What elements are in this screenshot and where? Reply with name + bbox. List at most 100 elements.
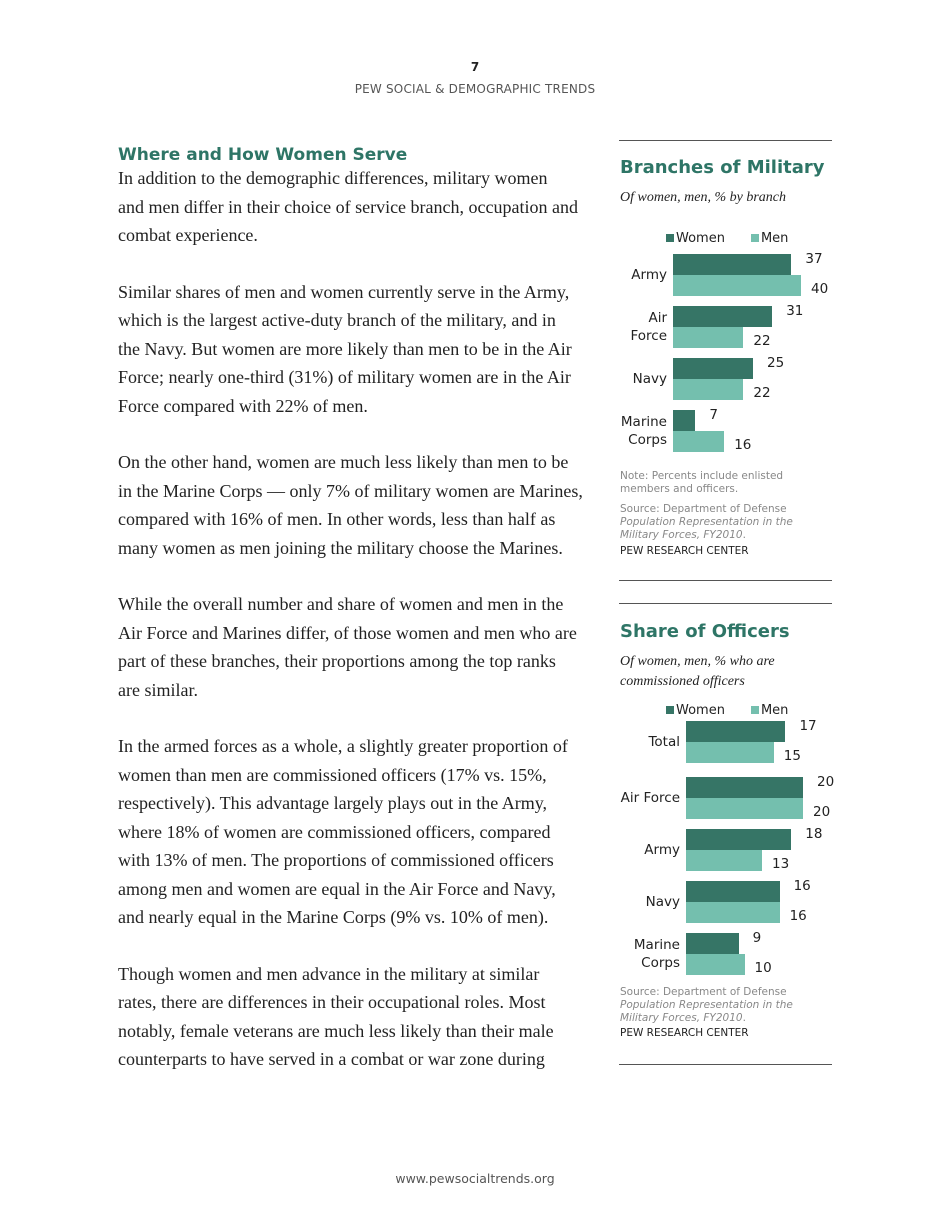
category-label: Air Force xyxy=(563,309,667,345)
category-label-line: Navy xyxy=(632,371,667,387)
text-line: part of these branches, their proportion… xyxy=(118,651,556,671)
chart2-source: Source: Department of Defense Population … xyxy=(620,986,793,1024)
bar-women xyxy=(686,721,786,742)
legend-label: Women xyxy=(676,231,725,246)
text-line: In the armed forces as a whole, a slight… xyxy=(118,736,568,756)
text-line: compared with 16% of men. In other words… xyxy=(118,509,556,529)
chart-legend: Women Men xyxy=(666,703,788,718)
page-number: 7 xyxy=(470,60,480,74)
chart1-source: Source: Department of Defense Population … xyxy=(620,503,793,541)
category-label-line: Navy xyxy=(645,893,680,910)
text-line: Similar shares of men and women currentl… xyxy=(118,281,570,302)
text-line: While the overall number and share of wo… xyxy=(118,594,564,614)
text-line: Though women and men advance in the mili… xyxy=(118,963,540,984)
category-label: Marine Corps xyxy=(576,936,680,972)
divider xyxy=(619,603,832,604)
paragraph: Similar shares of men and women currentl… xyxy=(118,278,598,421)
data-label: 17 xyxy=(799,718,817,734)
chart1-subtitle: Of women, men, % by branch xyxy=(620,190,787,205)
bar-men xyxy=(673,275,801,296)
chart2-credit: PEW RESEARCH CENTER xyxy=(620,1027,749,1039)
data-label: 31 xyxy=(786,303,804,319)
chart2-title: Share of Officers xyxy=(620,621,790,642)
data-label: 7 xyxy=(709,407,718,423)
category-label: Navy xyxy=(563,370,667,388)
bar-women xyxy=(673,358,753,379)
text-line: which is the largest active-duty branch … xyxy=(118,310,556,330)
data-label: 40 xyxy=(811,281,829,297)
bar-women xyxy=(686,880,780,902)
data-label: 18 xyxy=(805,826,823,842)
data-label: 22 xyxy=(753,385,771,401)
legend-swatch xyxy=(666,706,674,714)
bar-men xyxy=(673,431,725,452)
text-line: the Navy. But women are more likely than… xyxy=(118,338,572,359)
category-label-line: Force xyxy=(630,328,667,344)
text-line: and men differ in their choice of servic… xyxy=(118,196,578,217)
bar-women xyxy=(686,777,803,798)
text-line: among men and women are equal in the Air… xyxy=(118,878,556,899)
legend-swatch xyxy=(666,234,674,242)
bar-women xyxy=(686,829,792,850)
data-label: 16 xyxy=(793,877,811,894)
category-label-line: Air Force xyxy=(620,790,680,806)
data-label: 15 xyxy=(783,748,801,764)
paragraph: While the overall number and share of wo… xyxy=(118,590,598,704)
legend-swatch xyxy=(750,706,759,714)
chart-legend: Women Men xyxy=(666,231,788,246)
bar-women xyxy=(673,306,773,327)
category-label: Army xyxy=(576,841,680,859)
category-label: Marine Corps xyxy=(563,413,667,449)
text-line: women than men are commissioned officers… xyxy=(118,764,547,785)
bar-women xyxy=(673,410,696,431)
bar-women xyxy=(673,254,792,275)
legend-label: Women xyxy=(676,703,725,718)
body-text: In addition to the demographic differenc… xyxy=(118,164,598,1102)
bar-men xyxy=(686,954,745,975)
divider xyxy=(619,140,832,141)
source-title: Population Representation in the Militar… xyxy=(620,516,793,541)
legend-label: Men xyxy=(760,703,789,718)
divider xyxy=(619,1064,832,1065)
legend-item: Women xyxy=(666,231,725,246)
source-prefix: Source: Department of Defense xyxy=(620,503,787,515)
legend-swatch xyxy=(750,234,759,242)
bar-men xyxy=(686,901,780,923)
category-label-line: Army xyxy=(644,842,680,858)
category-label-line: Corps xyxy=(628,432,667,448)
footer-url: www.pewsocialtrends.org xyxy=(395,1171,555,1186)
chart1-title: Branches of Military xyxy=(620,157,825,178)
category-label-line: Army xyxy=(631,267,667,283)
category-label-line: Total xyxy=(648,734,680,750)
chart1-note: Note: Percents include enlisted members … xyxy=(620,470,784,495)
text-line: counterparts to have served in a combat … xyxy=(118,1049,545,1069)
data-label: 13 xyxy=(772,856,790,872)
source-title: Population Representation in the Militar… xyxy=(620,999,793,1024)
bar-men xyxy=(686,742,774,763)
text-line: combat experience. xyxy=(118,225,258,245)
paragraph: On the other hand, women are much less l… xyxy=(118,448,598,562)
paragraph: In addition to the demographic differenc… xyxy=(118,164,598,250)
chart2-subtitle: Of women, men, % who are commissioned of… xyxy=(620,654,775,689)
section-title: Where and How Women Serve xyxy=(118,145,408,165)
publication-header: PEW SOCIAL & DEMOGRAPHIC TRENDS xyxy=(354,82,596,96)
category-label: Navy xyxy=(576,893,680,911)
text-line: In addition to the demographic differenc… xyxy=(118,168,548,188)
category-label: Army xyxy=(563,266,667,284)
data-label: 25 xyxy=(767,355,785,371)
text-line: in the Marine Corps — only 7% of militar… xyxy=(118,480,583,501)
text-line: with 13% of men. The proportions of comm… xyxy=(118,850,554,870)
paragraph: In the armed forces as a whole, a slight… xyxy=(118,732,598,932)
category-label-line: Marine xyxy=(633,937,680,953)
text-line: are similar. xyxy=(118,679,198,700)
category-label-line: Corps xyxy=(641,955,680,971)
paragraph: Though women and men advance in the mili… xyxy=(118,960,598,1074)
text-line: Force compared with 22% of men. xyxy=(118,395,368,416)
data-label: 22 xyxy=(753,333,771,349)
legend-label: Men xyxy=(760,231,789,246)
category-label-line: Air xyxy=(648,310,667,326)
data-label: 20 xyxy=(817,774,835,790)
data-label: 16 xyxy=(734,437,752,453)
text-line: where 18% of women are commissioned offi… xyxy=(118,821,551,842)
text-line: and nearly equal in the Marine Corps (9%… xyxy=(118,907,549,927)
